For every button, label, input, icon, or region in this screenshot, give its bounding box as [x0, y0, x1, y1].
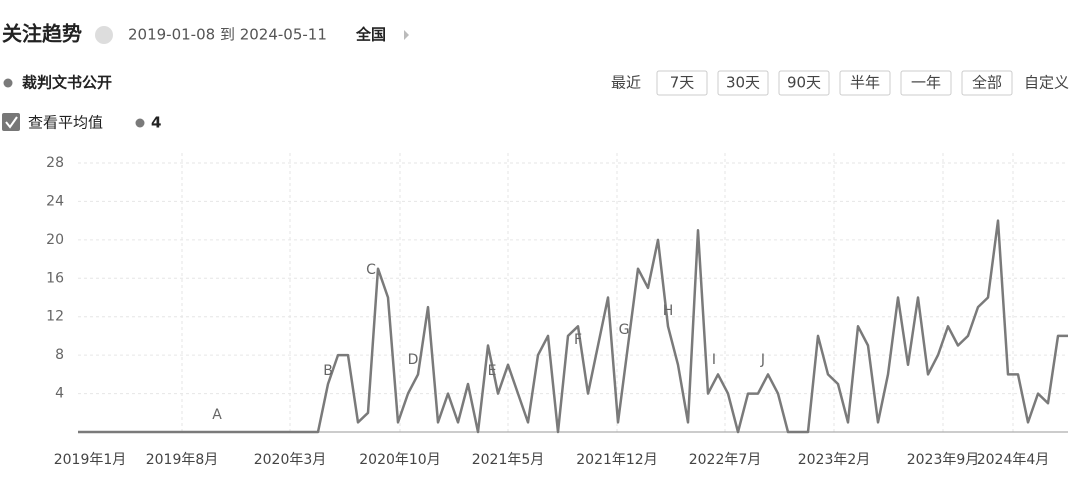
annotation[interactable]: B [323, 363, 333, 379]
annotation[interactable]: J [760, 352, 765, 368]
y-tick-label: 4 [55, 386, 64, 402]
range-button[interactable] [839, 70, 891, 96]
check [5, 116, 18, 129]
range-button-label[interactable]: 全部 [972, 74, 1002, 92]
x-tick-label: 2021年12月 [576, 452, 657, 468]
range-button[interactable] [656, 70, 708, 96]
help-icon[interactable] [95, 26, 113, 44]
x-tick-label: 2022年7月 [689, 452, 762, 468]
x-tick-label: 2019年1月 [54, 452, 127, 468]
x-tick-label: 2020年3月 [254, 452, 327, 468]
date-range[interactable]: 2019-01-08 到 2024-05-11 [128, 26, 327, 44]
title: 关注趋势 [2, 22, 82, 46]
range-button-label[interactable]: 一年 [911, 74, 941, 92]
legend-label[interactable]: 裁判文书公开 [22, 74, 112, 92]
range-button-label[interactable]: 90天 [787, 74, 821, 92]
annotation[interactable]: C [366, 262, 376, 278]
annotation[interactable]: G [619, 322, 630, 338]
range-button-label[interactable]: 7天 [670, 74, 695, 92]
y-tick-label: 20 [46, 232, 64, 248]
range-button[interactable] [778, 70, 830, 96]
x-tick-label: 2023年2月 [798, 452, 871, 468]
y-tick-label: 8 [55, 347, 64, 363]
range-button[interactable] [717, 70, 769, 96]
x-tick-label: 2023年9月 [907, 452, 980, 468]
annotation[interactable]: D [408, 352, 419, 368]
region-arrow[interactable] [404, 30, 409, 40]
x-tick-label: 2024年4月 [977, 452, 1050, 468]
annotation[interactable]: E [488, 363, 497, 379]
annotation[interactable]: H [663, 303, 674, 319]
custom-range[interactable]: 自定义 [1024, 74, 1069, 92]
average-label[interactable]: 查看平均值 [28, 114, 103, 132]
region[interactable]: 全国 [355, 26, 386, 44]
checkbox[interactable] [2, 113, 20, 131]
annotation[interactable]: F [574, 332, 582, 348]
annotation[interactable]: A [212, 407, 222, 423]
x-tick-label: 2020年10月 [359, 452, 440, 468]
series-line [78, 219, 1068, 434]
average-dot [135, 118, 145, 128]
recent-label: 最近 [611, 74, 641, 92]
y-tick-label: 28 [46, 155, 64, 171]
range-button-label[interactable]: 半年 [850, 74, 880, 92]
range-button[interactable] [961, 70, 1013, 96]
range-button[interactable] [900, 70, 952, 96]
x-tick-label: 2021年5月 [472, 452, 545, 468]
range-button-label[interactable]: 30天 [726, 74, 760, 92]
y-tick-label: 24 [46, 193, 64, 209]
annotation[interactable]: I [712, 352, 716, 368]
y-tick-label: 12 [46, 309, 64, 325]
average-value: 4 [151, 114, 161, 132]
x-tick-label: 2019年8月 [146, 452, 219, 468]
y-tick-label: 16 [46, 270, 64, 286]
legend-dot [3, 78, 13, 88]
